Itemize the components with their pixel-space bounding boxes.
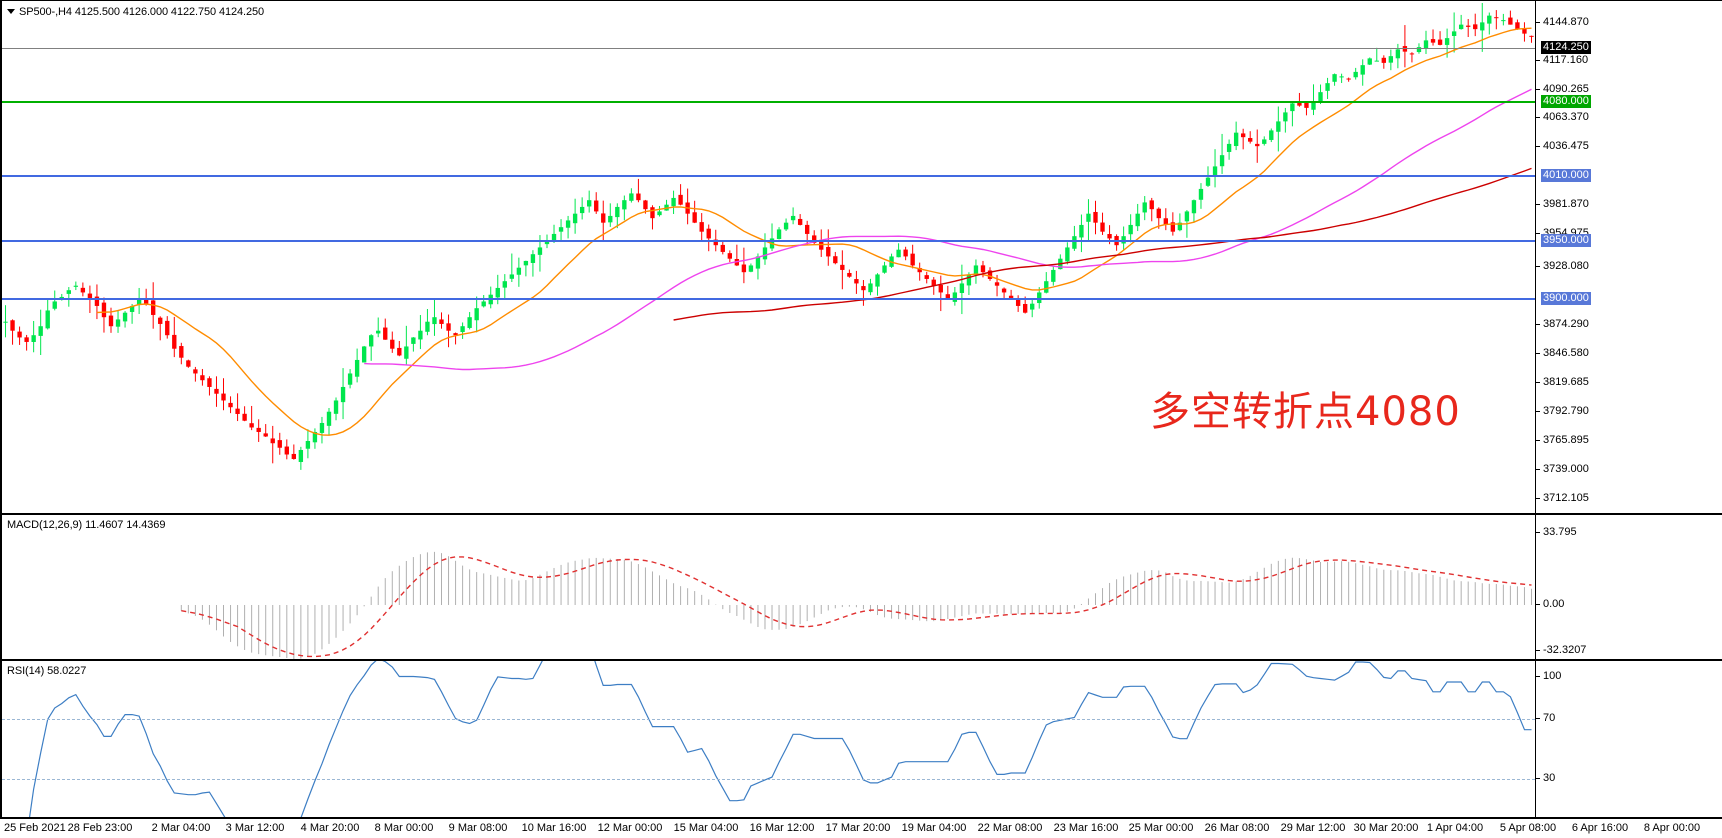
macd-plot-area[interactable] [2,515,1535,659]
time-axis-label: 17 Mar 20:00 [825,822,891,834]
price-chart-panel[interactable]: 4144.870 4124.250 4117.160 4090.265 4080.000… [0,0,1722,514]
time-axis-label: 12 Mar 00:00 [597,822,663,834]
time-axis-label: 9 Mar 08:00 [448,822,508,834]
time-axis-label: 26 Mar 08:00 [1204,822,1270,834]
time-axis-label: 19 Mar 04:00 [901,822,967,834]
rsi-axis[interactable]: 100 70 30 [1535,661,1722,817]
chart-annotation-text: 多空转折点4080 [1150,389,1461,435]
time-axis-label: 15 Mar 04:00 [673,822,739,834]
price-series-svg [3,2,1534,470]
time-axis-label: 8 Apr 00:00 [1643,822,1701,834]
time-axis-label: 4 Mar 20:00 [300,822,360,834]
caret-down-icon[interactable] [7,9,15,14]
rsi-series-svg [29,661,1532,817]
support-line-3950[interactable] [2,240,1535,242]
time-axis-label: 16 Mar 12:00 [749,822,815,834]
time-axis-label: 6 Apr 16:00 [1571,822,1629,834]
symbol-header-text: SP500-,H4 4125.500 4126.000 4122.750 412… [19,6,265,18]
time-axis-label: 23 Mar 16:00 [1053,822,1119,834]
macd-series-svg [180,551,1532,659]
support-line-3900[interactable] [2,298,1535,300]
price-marker-line-4124 [2,48,1535,49]
time-axis-label: 3 Mar 12:00 [225,822,285,834]
symbol-header[interactable]: SP500-,H4 4125.500 4126.000 4122.750 412… [7,6,264,18]
time-axis[interactable]: 25 Feb 2021 28 Feb 23:00 2 Mar 04:00 3 Mar … [0,818,1722,838]
price-plot-area[interactable] [2,1,1535,513]
macd-label: MACD(12,26,9) 11.4607 14.4369 [7,519,166,531]
time-axis-label: 29 Mar 12:00 [1280,822,1346,834]
time-axis-label: 25 Mar 00:00 [1128,822,1194,834]
rsi-oversold-level [2,779,1535,780]
support-line-4010[interactable] [2,175,1535,177]
time-axis-label: 25 Feb 2021 [4,822,66,834]
time-axis-label: 28 Feb 23:00 [67,822,133,834]
time-axis-label: 5 Apr 08:00 [1499,822,1557,834]
rsi-panel[interactable]: 100 70 30 RSI(14) 58.0227 [0,660,1722,818]
time-axis-label: 1 Apr 04:00 [1426,822,1484,834]
macd-panel[interactable]: 33.795 0.00 -32.3207 MACD(12,26,9) 11.4607… [0,514,1722,660]
rsi-label: RSI(14) 58.0227 [7,665,87,677]
rsi-overbought-level [2,719,1535,720]
time-axis-label: 30 Mar 20:00 [1353,822,1419,834]
resistance-line-4080[interactable] [2,101,1535,103]
rsi-plot-area[interactable] [2,661,1535,817]
price-axis[interactable]: 4144.870 4124.250 4117.160 4090.265 4080.000… [1535,1,1722,513]
time-axis-label: 10 Mar 16:00 [521,822,587,834]
time-axis-label: 22 Mar 08:00 [977,822,1043,834]
time-axis-label: 2 Mar 04:00 [151,822,211,834]
macd-axis[interactable]: 33.795 0.00 -32.3207 [1535,515,1722,659]
time-axis-label: 8 Mar 00:00 [374,822,434,834]
